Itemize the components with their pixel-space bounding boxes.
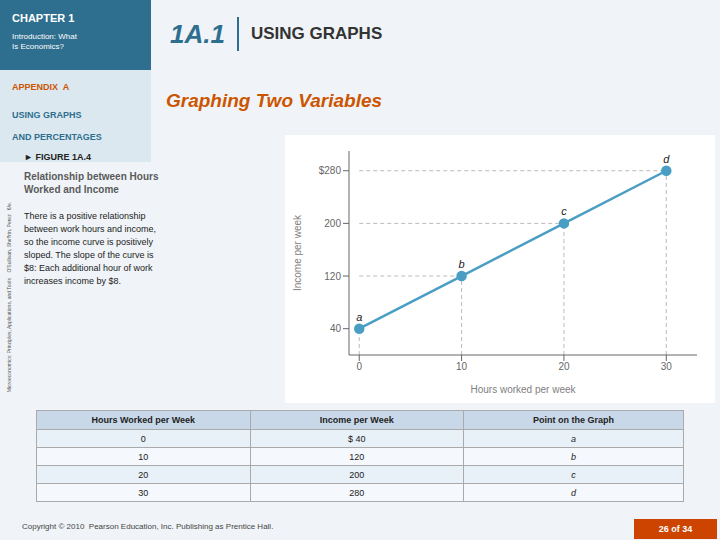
html-text:APPENDIX A: APPENDIX A bbox=[12, 82, 70, 92]
html-text:Graphing Two Variables: Graphing Two Variables bbox=[166, 90, 383, 111]
svg-text:30: 30 bbox=[661, 361, 673, 372]
svg-text:20: 20 bbox=[558, 361, 570, 372]
svg-text:a: a bbox=[356, 311, 362, 323]
html-text:26 of 34: 26 of 34 bbox=[658, 524, 693, 534]
svg-text:0: 0 bbox=[356, 361, 362, 372]
html-text:There is a positive relationsh: There is a positive relationship between… bbox=[24, 211, 157, 286]
html-text:USING GRAPHS: USING GRAPHS bbox=[12, 110, 82, 120]
html-text:Income per Week: Income per Week bbox=[319, 415, 394, 425]
html-text:$ 40: $ 40 bbox=[348, 433, 366, 444]
svg-text:40: 40 bbox=[330, 323, 342, 334]
svg-text:d: d bbox=[663, 153, 670, 165]
html-text:c: c bbox=[571, 469, 576, 480]
html-text:b: b bbox=[571, 451, 576, 462]
html-text:120: 120 bbox=[349, 451, 365, 462]
svg-text:200: 200 bbox=[324, 218, 341, 229]
html-text:AND PERCENTAGES: AND PERCENTAGES bbox=[12, 132, 102, 142]
svg-text:10: 10 bbox=[456, 361, 468, 372]
html-text:200: 200 bbox=[349, 469, 365, 480]
html-text:d: d bbox=[571, 487, 576, 498]
html-text:30: 30 bbox=[138, 487, 149, 498]
html-text:1A.1: 1A.1 bbox=[170, 18, 225, 49]
svg-text:b: b bbox=[459, 258, 465, 270]
html-text:20: 20 bbox=[138, 469, 149, 480]
svg-text:120: 120 bbox=[324, 271, 341, 282]
html-text:Copyright © 2010 Pearson Educa: Copyright © 2010 Pearson Education, Inc.… bbox=[22, 522, 274, 531]
html-text:a: a bbox=[571, 433, 576, 444]
html-text:280: 280 bbox=[349, 487, 365, 498]
html-text:Point on the Graph: Point on the Graph bbox=[533, 415, 614, 425]
html-text:Relationship between Hours Wor: Relationship between Hours Worked and In… bbox=[24, 171, 159, 195]
svg-text:Hours worked per week: Hours worked per week bbox=[470, 384, 576, 395]
html-text:► FIGURE 1A.4: ► FIGURE 1A.4 bbox=[24, 152, 91, 162]
html-text:10: 10 bbox=[138, 451, 149, 462]
html-text:Introduction: What Is Economic: Introduction: What Is Economics? bbox=[12, 32, 77, 51]
svg-text:Income per week: Income per week bbox=[292, 214, 303, 291]
svg-text:c: c bbox=[561, 205, 567, 217]
html-text:USING GRAPHS: USING GRAPHS bbox=[250, 24, 383, 43]
html-text:Hours Worked per Week: Hours Worked per Week bbox=[91, 415, 196, 425]
html-text:Microeconomics: Principles, Ap: Microeconomics: Principles, Applications… bbox=[6, 201, 12, 393]
html-text:0: 0 bbox=[140, 433, 146, 444]
html-text:CHAPTER 1: CHAPTER 1 bbox=[12, 12, 75, 24]
svg-text:$280: $280 bbox=[319, 165, 342, 176]
